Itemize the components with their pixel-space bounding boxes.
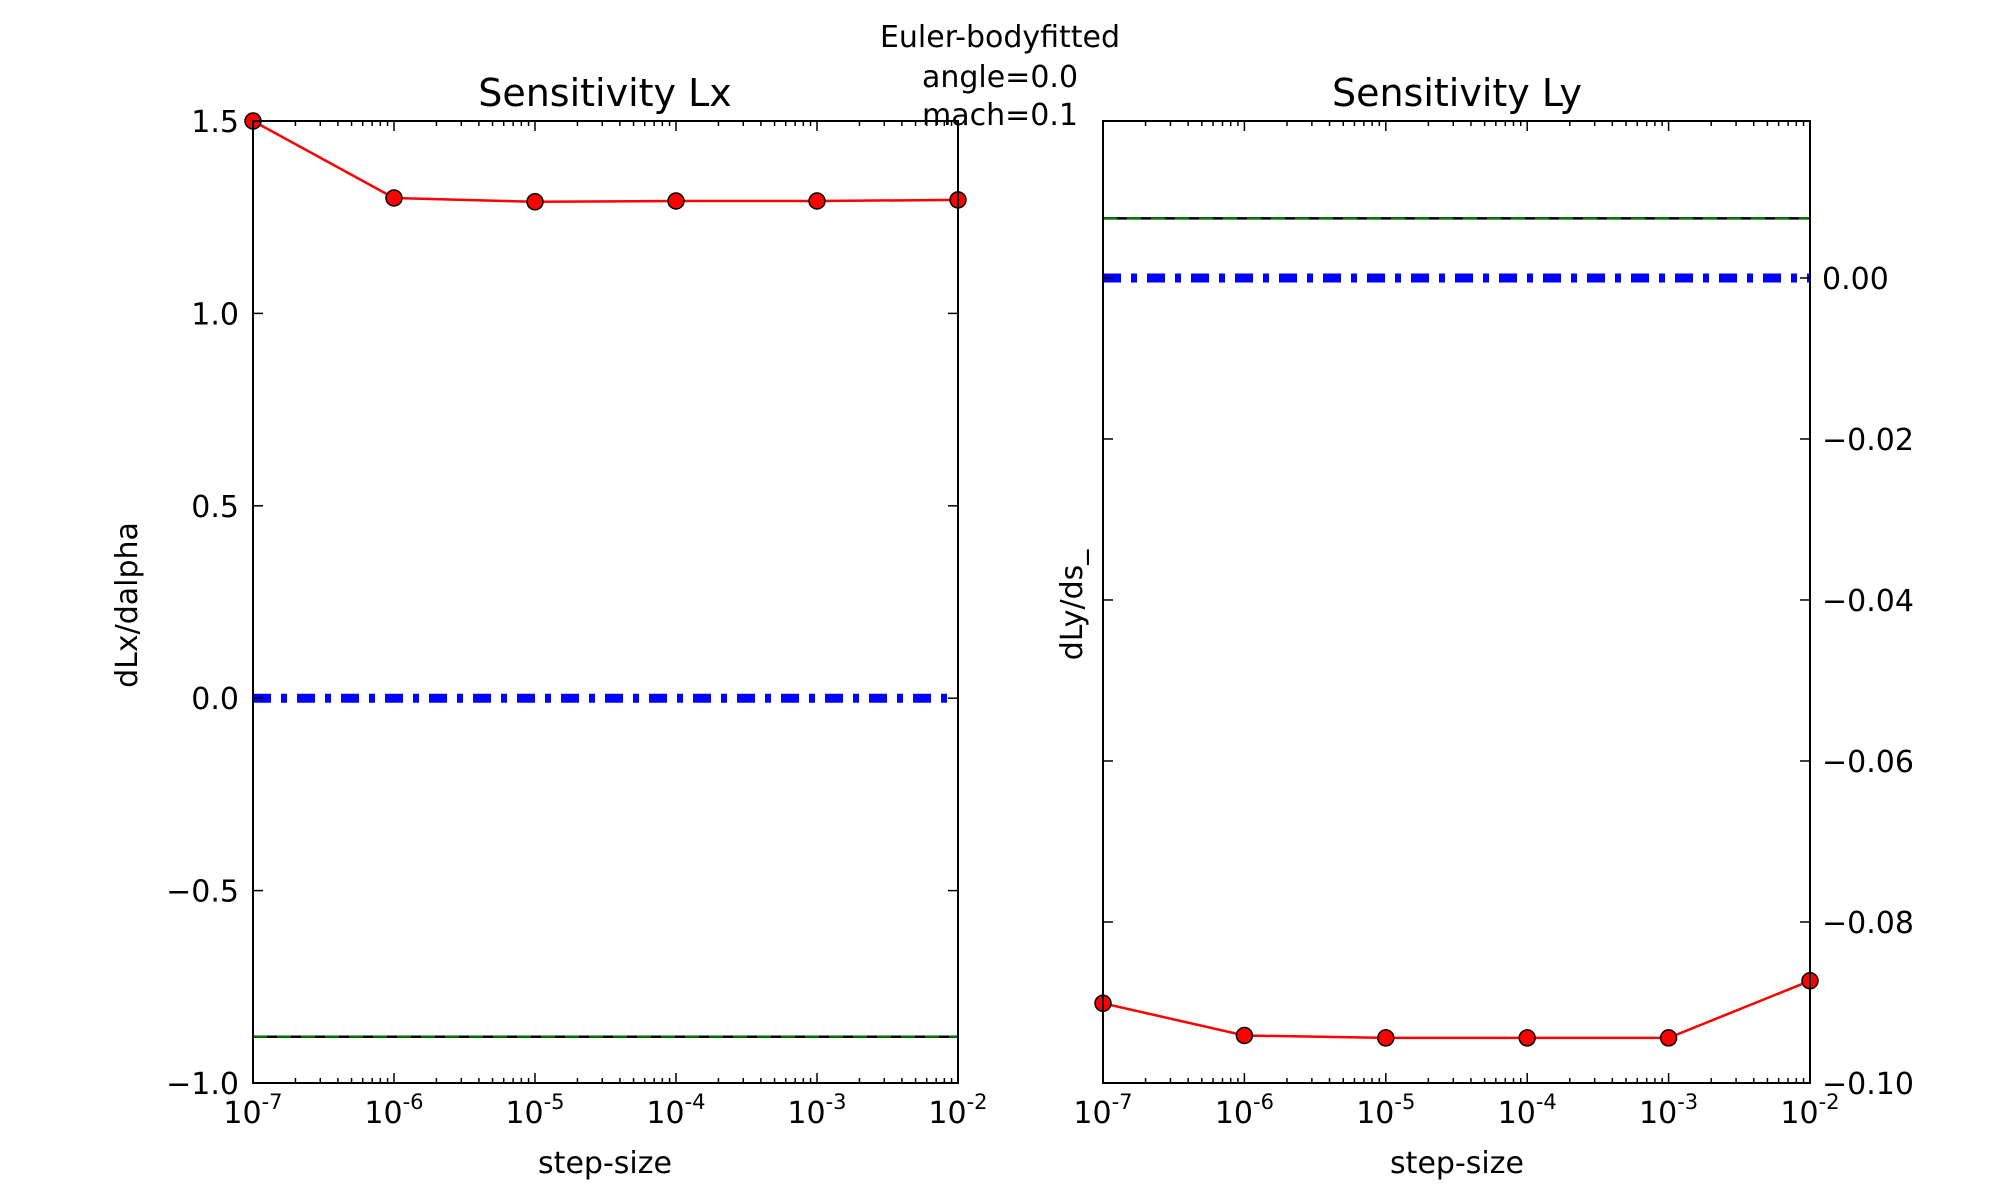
- data-point: [385, 189, 403, 207]
- series-line-0: [253, 121, 958, 204]
- suptitle-line-3: mach=0.1: [922, 98, 1078, 133]
- x-tick-label: 10-6: [364, 1090, 423, 1131]
- x-tick-label: 10-4: [646, 1090, 705, 1131]
- x-tick-label: 10-3: [787, 1090, 846, 1131]
- x-tick-label: 10-5: [1356, 1090, 1415, 1131]
- axes-frame: [1102, 120, 1811, 1084]
- series-line-0: [1103, 979, 1810, 1040]
- y-tick-label: −0.5: [166, 875, 239, 910]
- y-tick-label: −0.10: [1822, 1067, 1914, 1102]
- y-tick-label: −0.04: [1822, 584, 1914, 619]
- plot-area: 10-7 10-6 10-5 10-4 10-3 10-2 0.00 −0.02 −0.04 −0…: [1073, 120, 1914, 1131]
- y-tick-label: −1.0: [166, 1067, 239, 1102]
- y-tick-label: −0.02: [1822, 423, 1914, 458]
- x-tick-label: 10-2: [1780, 1090, 1839, 1131]
- x-axis-label: step-size: [538, 1146, 672, 1181]
- data-point: [1659, 1029, 1678, 1047]
- y-axis-label: dLx/dalpha: [110, 522, 145, 688]
- suptitle-line-2: angle=0.0: [922, 60, 1078, 95]
- x-tick-label: 10-7: [223, 1090, 282, 1131]
- data-point: [1377, 1029, 1395, 1047]
- suptitle-line-1: Euler-bodyfitted: [880, 20, 1120, 55]
- x-tick-label: 10-5: [505, 1090, 564, 1131]
- data-point: [808, 192, 826, 210]
- y-tick-label: 0.5: [191, 490, 239, 525]
- y-tick-label: 1.0: [191, 297, 239, 332]
- x-tick-label: 10-6: [1215, 1090, 1274, 1131]
- x-axis-label: step-size: [1390, 1146, 1524, 1181]
- y-tick-label: 0.00: [1822, 262, 1889, 297]
- data-point: [526, 193, 544, 211]
- x-tick-label: 10-2: [928, 1090, 987, 1131]
- y-tick-label: −0.06: [1822, 745, 1914, 780]
- data-point: [1235, 1026, 1254, 1045]
- chart-title: Sensitivity Ly: [1332, 71, 1582, 115]
- chart-sensitivity-ly: Sensitivity Ly 10-7 10-6 10-5 10-4 10-3 10-2 0…: [1055, 71, 1914, 1181]
- plot-area: 10-7 10-6 10-5 10-4 10-3 10-2 1.5 1.0 0.5 0.0 −0.5…: [166, 105, 987, 1131]
- y-axis-label: dLy/ds_: [1055, 549, 1090, 661]
- data-point: [1518, 1029, 1536, 1047]
- series-lines: [253, 121, 958, 1039]
- data-point: [667, 192, 685, 210]
- y-tick-label: 1.5: [191, 105, 239, 140]
- x-tick-label: 10-3: [1639, 1090, 1698, 1131]
- chart-sensitivity-lx: Sensitivity Lx 10-7 10-6 10-5 10-4 10-3 10-21…: [110, 71, 988, 1181]
- series-lines: [1103, 217, 1810, 1040]
- chart-title: Sensitivity Lx: [478, 71, 732, 115]
- axes-frame: [252, 120, 959, 1084]
- x-tick-label: 10-7: [1073, 1090, 1132, 1131]
- y-tick-label: 0.0: [191, 682, 239, 717]
- y-tick-label: −0.08: [1822, 906, 1914, 941]
- x-tick-label: 10-4: [1498, 1090, 1557, 1131]
